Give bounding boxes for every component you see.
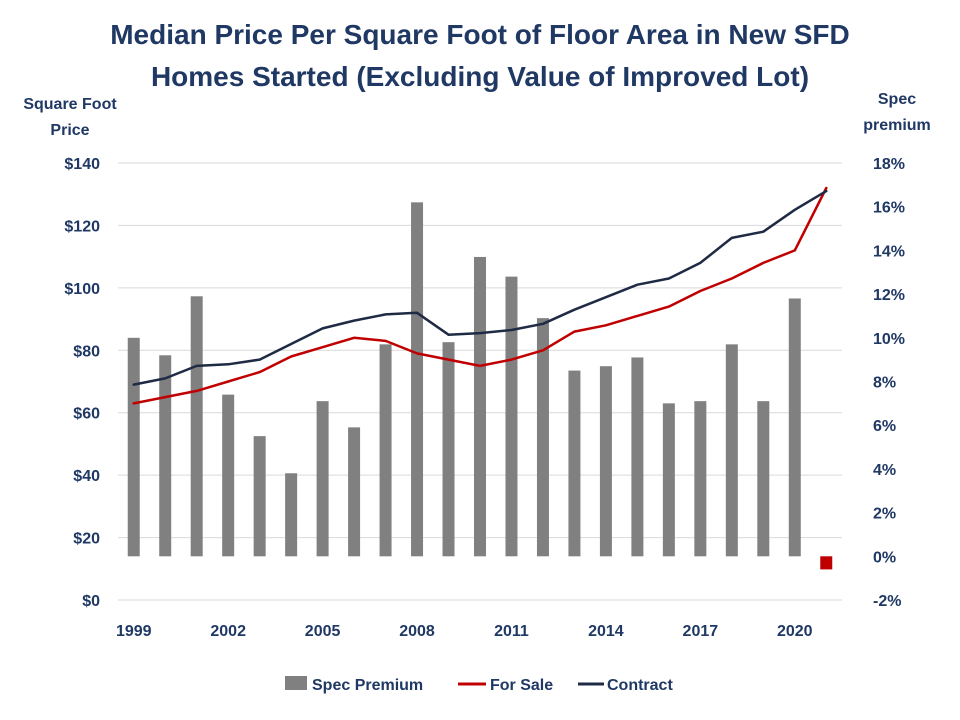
right-tick-label: 0% xyxy=(873,549,896,566)
left-tick-label: $100 xyxy=(64,281,100,298)
left-tick-label: $120 xyxy=(64,218,100,235)
right-tick-label: 6% xyxy=(873,418,896,435)
right-tick-label: 16% xyxy=(873,200,905,217)
bar-spec-premium xyxy=(505,276,518,557)
bar-spec-premium xyxy=(662,403,675,557)
bar-spec-premium xyxy=(253,436,266,557)
x-tick-label: 2008 xyxy=(399,623,435,640)
x-tick-label: 2005 xyxy=(305,623,341,640)
bar-spec-premium xyxy=(474,256,486,557)
bar-spec-premium xyxy=(536,318,549,557)
right-tick-label: 8% xyxy=(873,375,896,392)
legend-label-contract: Contract xyxy=(607,677,673,694)
x-tick-label: 2002 xyxy=(210,623,246,640)
bar-spec-premium xyxy=(694,401,707,557)
x-tick-label: 2011 xyxy=(494,623,529,640)
bar-spec-premium xyxy=(631,357,644,557)
right-tick-label: -2% xyxy=(873,593,901,610)
right-axis-title-line1: Spec xyxy=(878,91,916,108)
bar-spec-premium xyxy=(285,473,298,557)
x-tick-label: 2014 xyxy=(588,623,624,640)
chart-title-line2: Homes Started (Excluding Value of Improv… xyxy=(151,61,809,92)
right-tick-label: 4% xyxy=(873,462,896,479)
line-for-sale xyxy=(132,186,828,405)
bar-spec-premium xyxy=(442,342,455,557)
left-axis-title-line2: Price xyxy=(50,122,89,139)
bar-spec-premium xyxy=(788,298,801,557)
bar-spec-premium xyxy=(725,344,738,557)
left-tick-label: $20 xyxy=(73,531,100,548)
right-axis-ticks: -2% 0% 2% 4% 6% 8% 10% 12% 14% 16% 18% xyxy=(873,156,905,610)
left-tick-label: $40 xyxy=(73,468,100,485)
bar-spec-premium xyxy=(222,394,235,557)
x-tick-label: 2017 xyxy=(683,623,719,640)
bar-spec-premium xyxy=(379,344,392,557)
legend-label-spec-premium: Spec Premium xyxy=(312,677,423,694)
legend-label-for-sale: For Sale xyxy=(490,677,553,694)
chart-title-line1: Median Price Per Square Foot of Floor Ar… xyxy=(110,19,850,50)
right-axis-title-line2: premium xyxy=(863,117,931,134)
right-tick-label: 18% xyxy=(873,156,905,173)
bar-spec-premium xyxy=(820,556,833,570)
bar-spec-premium xyxy=(757,401,770,557)
right-tick-label: 12% xyxy=(873,287,905,304)
left-axis-ticks: $0 $20 $40 $60 $80 $100 $120 $140 xyxy=(64,156,100,610)
x-tick-label: 1999 xyxy=(116,623,152,640)
line-contract xyxy=(132,189,828,386)
bar-spec-premium xyxy=(316,401,329,557)
right-tick-label: 14% xyxy=(873,243,905,260)
lines xyxy=(132,186,828,405)
right-tick-label: 10% xyxy=(873,331,905,348)
x-tick-label: 2020 xyxy=(777,623,813,640)
left-tick-label: $0 xyxy=(82,593,100,610)
legend-swatch-spec-premium xyxy=(285,676,307,690)
bar-spec-premium xyxy=(411,202,424,557)
bar-spec-premium xyxy=(159,355,172,557)
left-tick-label: $80 xyxy=(73,343,100,360)
x-axis-ticks: 1999 2002 2005 2008 2011 2014 2017 2020 xyxy=(116,623,813,640)
bar-spec-premium xyxy=(599,366,612,557)
right-tick-label: 2% xyxy=(873,506,896,523)
bars xyxy=(127,202,833,570)
left-axis-title-line1: Square Foot xyxy=(23,96,117,113)
bar-spec-premium xyxy=(348,427,361,557)
bar-spec-premium xyxy=(568,370,581,557)
bar-spec-premium xyxy=(127,337,140,557)
left-tick-label: $140 xyxy=(64,156,100,173)
legend: Spec Premium For Sale Contract xyxy=(285,676,673,694)
bar-spec-premium xyxy=(190,296,203,557)
left-tick-label: $60 xyxy=(73,406,100,423)
